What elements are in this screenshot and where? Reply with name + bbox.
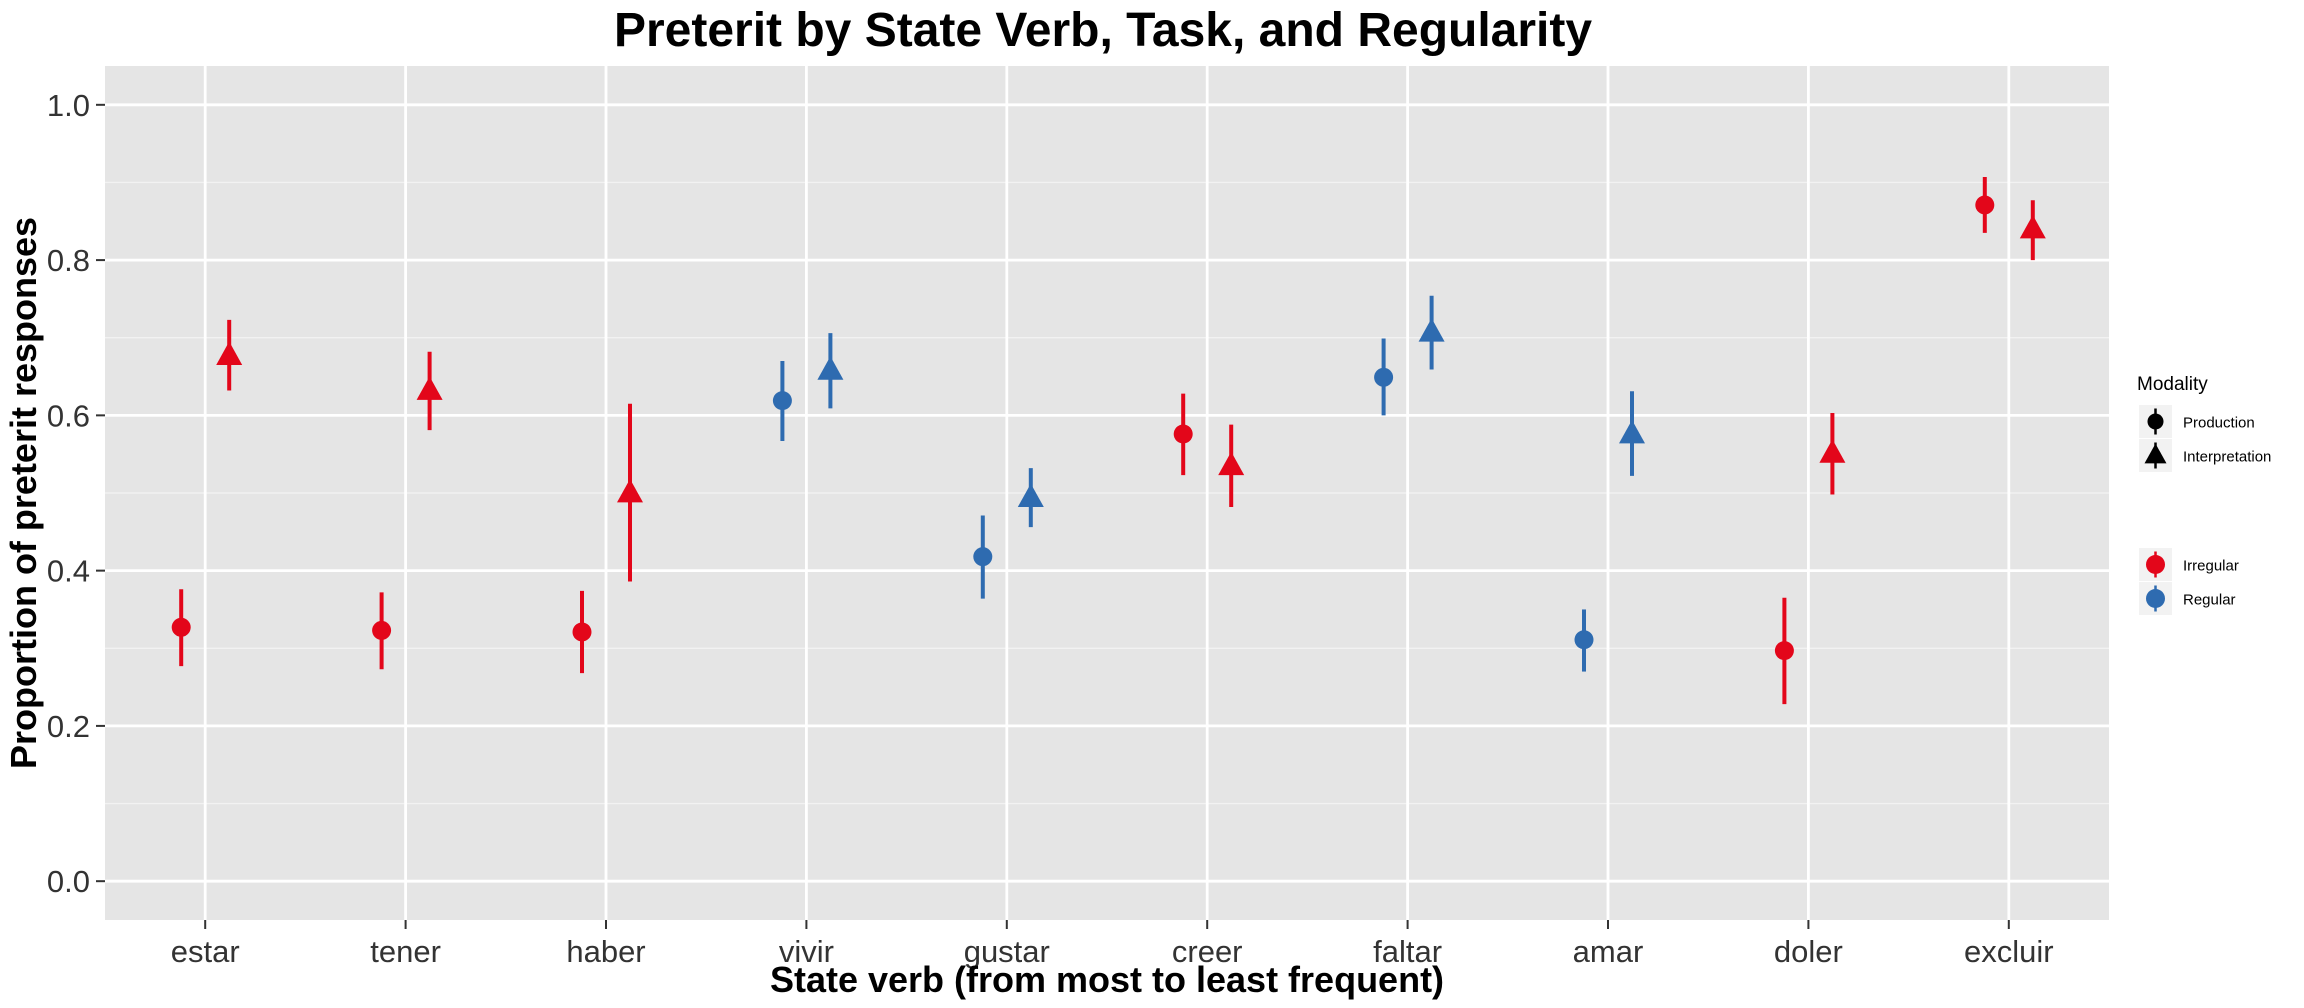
legend-label: Production (2183, 415, 2255, 432)
data-point-circle (772, 391, 792, 411)
x-axis: estar tener haber vivir gustar creer faltar ama… (171, 920, 2054, 969)
x-tick-label: estar (171, 934, 240, 969)
data-point-circle (1574, 630, 1594, 650)
y-tick-label: 0.6 (47, 398, 90, 433)
data-point-circle (1374, 367, 1394, 387)
data-point-triangle (1418, 318, 1445, 342)
legend-key-circle (2146, 589, 2165, 608)
data-point-triangle (817, 356, 844, 380)
legend-label: Irregular (2183, 558, 2239, 575)
y-tick-label: 0.2 (47, 709, 90, 744)
x-tick-label: excluir (1964, 934, 2054, 969)
y-tick-label: 1.0 (47, 88, 90, 123)
legend: Modality Production Interpretation Irregula… (2137, 374, 2271, 615)
major-grid (105, 66, 2109, 920)
data-point-circle (572, 622, 592, 642)
data-point-triangle (617, 478, 643, 503)
y-tick-label: 0.8 (47, 243, 90, 278)
y-tick-label: 0.4 (47, 554, 90, 589)
data-point-circle (1774, 641, 1794, 661)
data-point-triangle (1218, 451, 1245, 476)
data-point-triangle (1819, 439, 1846, 463)
data-point-triangle (416, 376, 443, 400)
legend-key-triangle (2144, 443, 2167, 464)
data-point-triangle (216, 341, 243, 365)
legend-title: Modality (2137, 374, 2208, 395)
y-axis-title: Proportion of preterit responses (3, 217, 44, 769)
y-tick-label: 0.0 (47, 864, 90, 899)
data-point-circle (973, 547, 993, 567)
data-marks (171, 177, 2046, 705)
legend-label: Interpretation (2183, 449, 2271, 466)
chart-title: Preterit by State Verb, Task, and Regula… (614, 4, 1592, 57)
x-tick-label: vivir (779, 934, 834, 969)
x-tick-label: creer (1172, 934, 1243, 969)
x-tick-label: amar (1573, 934, 1644, 969)
data-point-circle (372, 620, 392, 640)
data-point-circle (171, 617, 191, 637)
x-tick-label: doler (1774, 934, 1843, 969)
data-point-circle (1975, 195, 1995, 215)
data-point-triangle (2019, 214, 2046, 239)
data-point-triangle (1017, 483, 1044, 508)
data-point-triangle (1619, 419, 1645, 444)
legend-key-circle (2147, 413, 2164, 430)
x-tick-label: gustar (964, 934, 1050, 969)
x-axis-title: State verb (from most to least frequent) (770, 959, 1444, 1000)
x-tick-label: haber (566, 934, 645, 969)
minor-grid (105, 181, 2109, 805)
legend-key-circle (2146, 555, 2165, 574)
y-axis: 0.0 0.2 0.4 0.6 0.8 1.0 (47, 88, 105, 899)
x-tick-label: tener (370, 934, 441, 969)
data-point-circle (1173, 424, 1193, 444)
x-tick-label: faltar (1373, 934, 1442, 969)
legend-label: Regular (2183, 592, 2236, 609)
